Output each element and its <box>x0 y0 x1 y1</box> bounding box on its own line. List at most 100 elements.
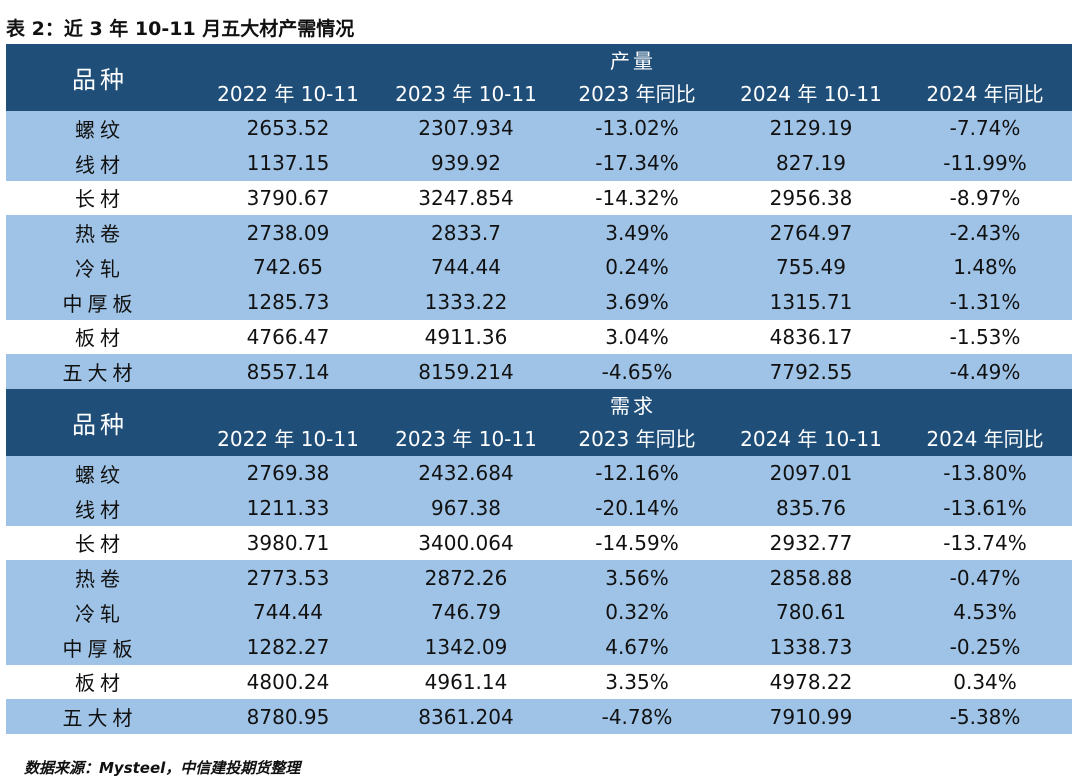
product-name: 长材 <box>6 525 194 561</box>
table-cell: 2097.01 <box>724 456 898 491</box>
table-container: 品种 产量 2022 年 10-11 2023 年 10-11 2023 年同比 2024… <box>6 44 1073 734</box>
table-row: 冷轧 744.44 746.79 0.32% 780.61 4.53% <box>6 595 1073 630</box>
product-name: 热卷 <box>6 215 194 250</box>
product-name: 冷轧 <box>6 250 194 285</box>
table-cell: 7792.55 <box>724 354 898 389</box>
column-header: 2024 年 10-11 <box>724 74 898 111</box>
table-cell: 1282.27 <box>194 629 382 665</box>
column-header: 2023 年同比 <box>550 419 724 456</box>
table-cell: 0.24% <box>550 250 724 285</box>
column-header: 2022 年 10-11 <box>194 74 382 111</box>
table-row: 长材 3790.67 3247.854 -14.32% 2956.38 -8.97% <box>6 180 1073 216</box>
table-cell: 746.79 <box>382 595 550 630</box>
table-cell: -12.16% <box>550 456 724 491</box>
table-cell: 4.53% <box>898 595 1073 630</box>
table-cell: 4800.24 <box>194 664 382 700</box>
column-header: 2022 年 10-11 <box>194 419 382 456</box>
table-cell: 3.04% <box>550 319 724 355</box>
product-name: 五大材 <box>6 699 194 734</box>
table-cell: 7910.99 <box>724 699 898 734</box>
table-cell: 4911.36 <box>382 319 550 355</box>
table-cell: 2872.26 <box>382 560 550 595</box>
table-cell: 835.76 <box>724 490 898 526</box>
table-cell: 1285.73 <box>194 284 382 320</box>
table-cell: -8.97% <box>898 180 1073 216</box>
table-cell: -20.14% <box>550 490 724 526</box>
table-cell: 1211.33 <box>194 490 382 526</box>
section-header-row: 品种 产量 <box>6 44 1073 111</box>
table-cell: -0.47% <box>898 560 1073 595</box>
product-name: 中厚板 <box>6 284 194 320</box>
table-cell: -13.80% <box>898 456 1073 491</box>
table-cell: -13.61% <box>898 490 1073 526</box>
table-cell: 744.44 <box>194 595 382 630</box>
table-cell: 4836.17 <box>724 319 898 355</box>
product-name: 线材 <box>6 490 194 526</box>
table-cell: 3.69% <box>550 284 724 320</box>
product-name: 冷轧 <box>6 595 194 630</box>
table-cell: 780.61 <box>724 595 898 630</box>
table-cell: -5.38% <box>898 699 1073 734</box>
section-title: 需求 <box>194 389 1073 419</box>
table-row: 冷轧 742.65 744.44 0.24% 755.49 1.48% <box>6 250 1073 285</box>
table-cell: 4978.22 <box>724 664 898 700</box>
table-row: 中厚板 1285.73 1333.22 3.69% 1315.71 -1.31% <box>6 284 1073 320</box>
table-cell: 0.32% <box>550 595 724 630</box>
table-cell: 827.19 <box>724 145 898 181</box>
table-row: 长材 3980.71 3400.064 -14.59% 2932.77 -13.74% <box>6 525 1073 561</box>
table-cell: 2129.19 <box>724 111 898 146</box>
table-cell: 755.49 <box>724 250 898 285</box>
column-header: 2023 年同比 <box>550 74 724 111</box>
table-cell: 3400.064 <box>382 525 550 561</box>
table-cell: 967.38 <box>382 490 550 526</box>
table-cell: 3790.67 <box>194 180 382 216</box>
table-cell: 1342.09 <box>382 629 550 665</box>
product-name: 长材 <box>6 180 194 216</box>
table-row: 线材 1211.33 967.38 -20.14% 835.76 -13.61% <box>6 490 1073 526</box>
table-cell: 2307.934 <box>382 111 550 146</box>
column-header: 2024 年同比 <box>898 74 1073 111</box>
table-cell: -4.49% <box>898 354 1073 389</box>
table-cell: 2858.88 <box>724 560 898 595</box>
table-row: 螺纹 2769.38 2432.684 -12.16% 2097.01 -13.80% <box>6 456 1073 491</box>
table-row: 螺纹 2653.52 2307.934 -13.02% 2129.19 -7.74% <box>6 111 1073 146</box>
product-name: 五大材 <box>6 354 194 389</box>
table-cell: 3.56% <box>550 560 724 595</box>
table-cell: 1338.73 <box>724 629 898 665</box>
supply-demand-table: 品种 产量 2022 年 10-11 2023 年 10-11 2023 年同比 2024… <box>6 44 1073 734</box>
column-header-row: 2022 年 10-11 2023 年 10-11 2023 年同比 2024 年 1… <box>6 419 1073 456</box>
product-name: 热卷 <box>6 560 194 595</box>
table-cell: 2432.684 <box>382 456 550 491</box>
table-row: 五大材 8780.95 8361.204 -4.78% 7910.99 -5.38% <box>6 699 1073 734</box>
table-cell: 1333.22 <box>382 284 550 320</box>
table-row: 板材 4800.24 4961.14 3.35% 4978.22 0.34% <box>6 664 1073 700</box>
table-cell: 2764.97 <box>724 215 898 250</box>
table-cell: 4.67% <box>550 629 724 665</box>
table-cell: 0.34% <box>898 664 1073 700</box>
table-cell: -7.74% <box>898 111 1073 146</box>
table-row: 热卷 2773.53 2872.26 3.56% 2858.88 -0.47% <box>6 560 1073 595</box>
table-cell: 4766.47 <box>194 319 382 355</box>
table-cell: -14.32% <box>550 180 724 216</box>
table-cell: 2932.77 <box>724 525 898 561</box>
table-cell: -4.65% <box>550 354 724 389</box>
column-header: 2023 年 10-11 <box>382 74 550 111</box>
table-cell: -11.99% <box>898 145 1073 181</box>
table-row: 热卷 2738.09 2833.7 3.49% 2764.97 -2.43% <box>6 215 1073 250</box>
table-cell: 8780.95 <box>194 699 382 734</box>
product-name: 线材 <box>6 145 194 181</box>
section-header-row: 品种 需求 <box>6 389 1073 456</box>
table-caption: 表 2：近 3 年 10-11 月五大材产需情况 <box>6 18 355 40</box>
column-header: 2024 年同比 <box>898 419 1073 456</box>
column-header: 2023 年 10-11 <box>382 419 550 456</box>
table-cell: -17.34% <box>550 145 724 181</box>
table-cell: 3.35% <box>550 664 724 700</box>
table-cell: 744.44 <box>382 250 550 285</box>
column-header-row: 2022 年 10-11 2023 年 10-11 2023 年同比 2024 年 1… <box>6 74 1073 111</box>
table-cell: -13.74% <box>898 525 1073 561</box>
table-cell: 3.49% <box>550 215 724 250</box>
section-title: 产量 <box>194 44 1073 74</box>
product-name: 螺纹 <box>6 456 194 491</box>
table-cell: 939.92 <box>382 145 550 181</box>
